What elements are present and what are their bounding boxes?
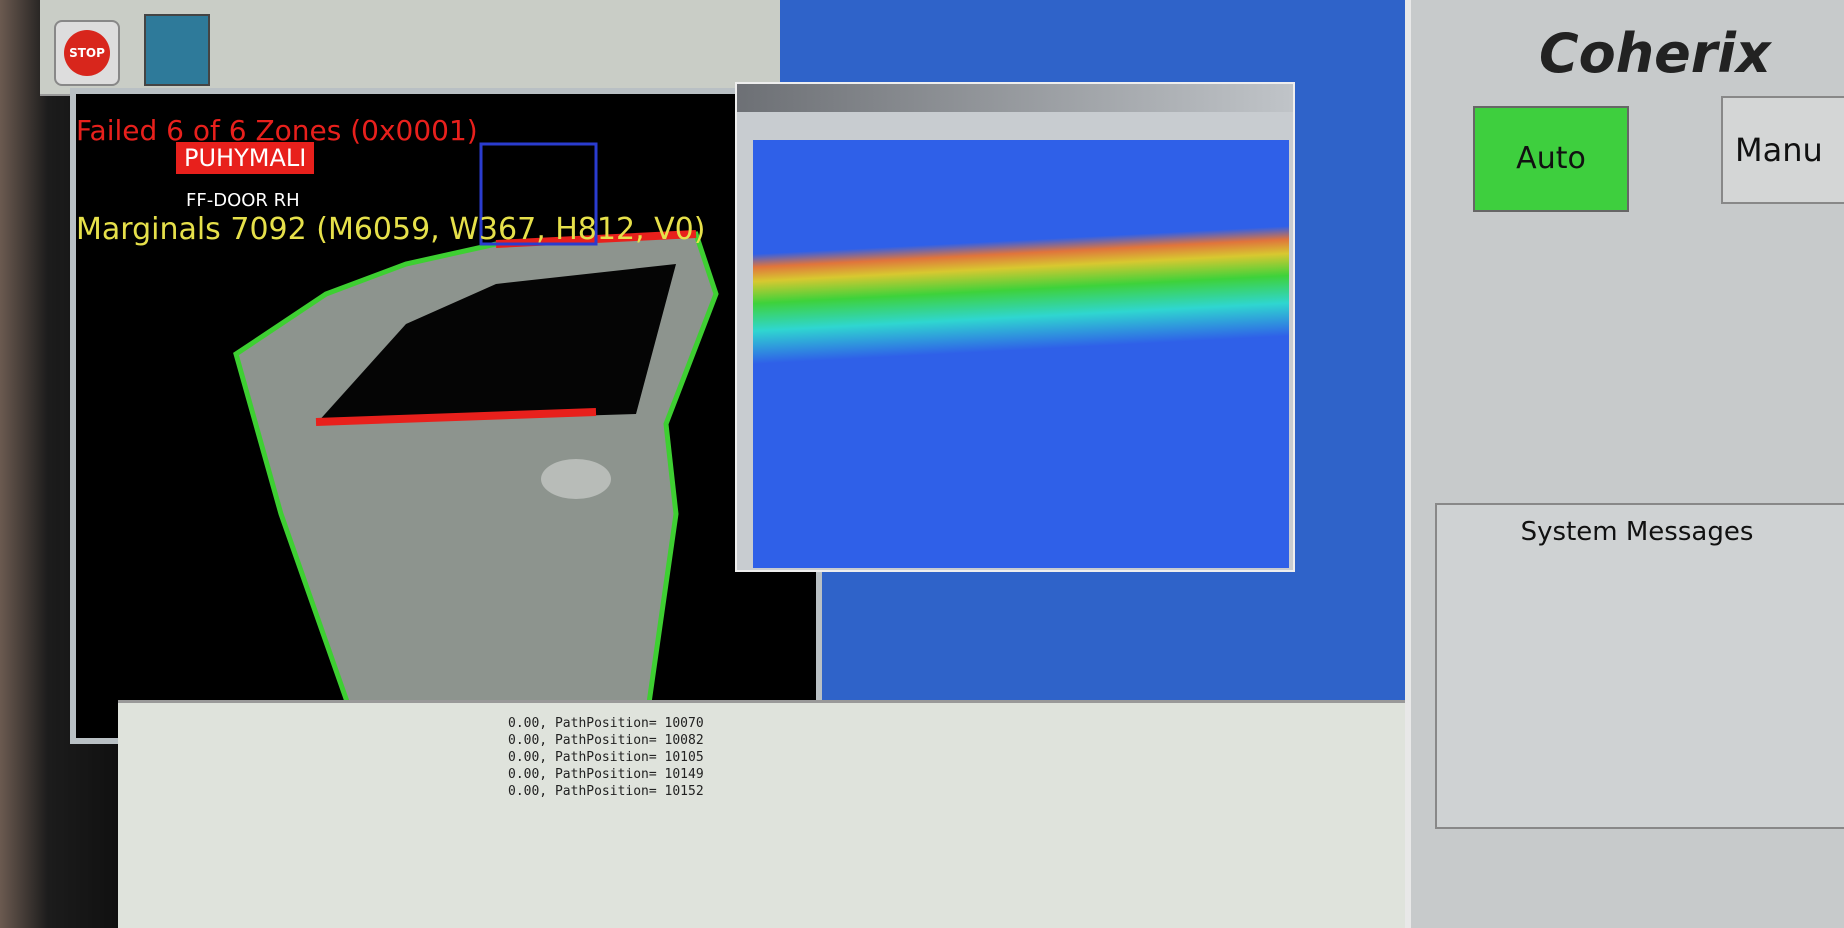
stop-button[interactable]: STOP [54, 20, 120, 86]
log-panel: 0.00, PathPosition= 10070 0.00, PathPosit… [118, 700, 1405, 928]
door-handle [541, 459, 611, 499]
part-name: FF-DOOR RH [186, 190, 300, 211]
messages-title: System Messages [1520, 517, 1754, 547]
door-edge [233, 231, 719, 738]
control-panel: Coherix Auto Manu System Messages [1405, 0, 1844, 928]
inspection-viewer: Failed 6 of 6 Zones (0x0001) PUHYMALI Ma… [70, 88, 822, 744]
status-marginals: Marginals 7092 (M6059, W367, H812, V0) [76, 212, 706, 247]
selection-box [479, 142, 598, 246]
log-line: 0.00, PathPosition= 10070 [508, 716, 704, 731]
3d-plot [753, 140, 1289, 568]
status-failed: Failed 6 of 6 Zones (0x0001) [76, 114, 478, 147]
system-messages-box: System Messages [1435, 503, 1844, 829]
brand-logo: Coherix [1539, 22, 1771, 85]
manual-button[interactable]: Manu [1721, 96, 1844, 204]
3d-viewer-window [735, 82, 1295, 572]
log-line: 0.00, PathPosition= 10149 [508, 767, 704, 782]
map-icon[interactable] [144, 14, 210, 86]
fail-segment [315, 408, 597, 426]
door-render [233, 142, 719, 738]
surface-profile [753, 225, 1289, 365]
part-tag: PUHYMALI [176, 142, 315, 174]
stop-label: STOP [64, 30, 110, 76]
log-line: 0.00, PathPosition= 10082 [508, 733, 704, 748]
log-lines: 0.00, PathPosition= 10070 0.00, PathPosit… [508, 715, 704, 800]
log-line: 0.00, PathPosition= 10152 [508, 784, 704, 799]
toolbar: STOP [40, 0, 800, 96]
title-bar [737, 84, 1293, 112]
log-line: 0.00, PathPosition= 10105 [508, 750, 704, 765]
auto-button[interactable]: Auto [1473, 106, 1629, 212]
door-window [316, 264, 676, 424]
